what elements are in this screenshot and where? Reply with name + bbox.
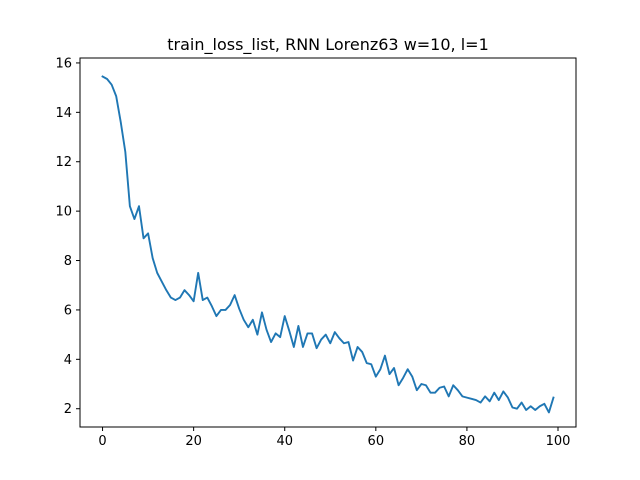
x-tick-label: 0 (98, 434, 106, 449)
series-line (101, 75, 555, 414)
y-tick-label: 16 (55, 56, 72, 71)
x-tick-label: 20 (185, 434, 202, 449)
y-tick-label: 8 (64, 254, 72, 269)
series-layer (101, 75, 555, 414)
x-tick-label: 40 (276, 434, 293, 449)
x-axis-ticks: 0 20 40 60 80 100 (98, 427, 570, 449)
y-axis-ticks: 2 4 6 8 10 12 14 16 (55, 56, 80, 417)
plot-frame (79, 57, 577, 428)
x-tick-label: 100 (546, 434, 571, 449)
y-tick-label: 12 (55, 155, 72, 170)
plot-area (80, 58, 576, 427)
y-tick-label: 6 (64, 303, 72, 318)
x-tick-label: 60 (368, 434, 385, 449)
y-tick-label: 4 (64, 353, 72, 368)
y-tick-label: 2 (64, 402, 72, 417)
chart-title: train_loss_list, RNN Lorenz63 w=10, l=1 (167, 35, 489, 55)
x-tick-label: 80 (459, 434, 476, 449)
y-tick-label: 10 (55, 205, 72, 220)
y-tick-label: 14 (55, 106, 72, 121)
